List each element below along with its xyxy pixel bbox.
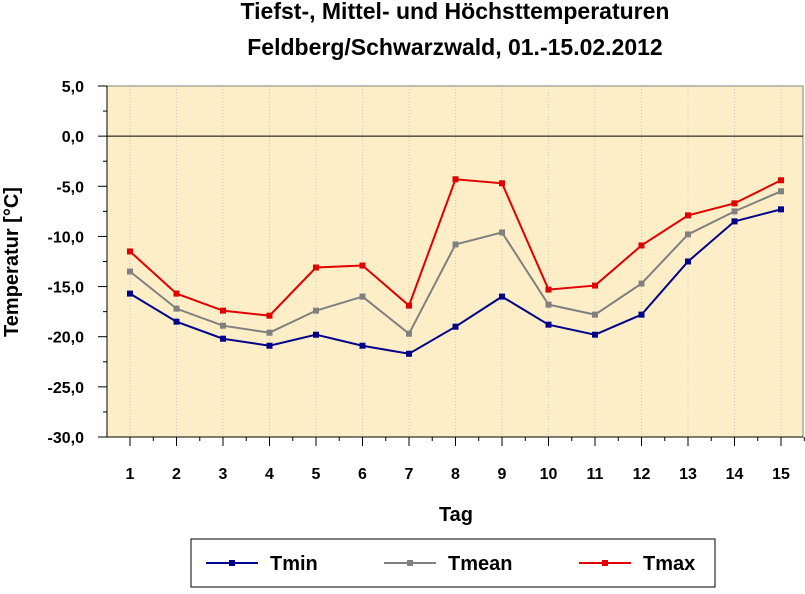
data-point-tmin (220, 335, 226, 342)
x-tick-label: 1 (126, 466, 135, 483)
data-point-tmean (359, 293, 366, 300)
data-point-tmax (359, 262, 366, 269)
data-point-tmean (638, 280, 645, 287)
data-point-tmax (499, 180, 505, 187)
axes: 5,00,0-5,0-10,0-15,0-20,0-25,0-30,01 2 3 4 5… (48, 79, 805, 483)
legend-label-tmean: Tmean (448, 553, 512, 575)
x-tick-label: 13 (679, 466, 697, 483)
x-tick-label: 4 (265, 466, 274, 483)
data-point-tmin (499, 293, 505, 300)
x-tick-label: 12 (633, 466, 651, 483)
legend-marker-tmean (407, 560, 413, 566)
x-tick-label: 10 (540, 466, 558, 483)
data-point-tmin (266, 342, 273, 349)
x-tick-label: 14 (726, 466, 744, 483)
data-point-tmin (173, 318, 180, 325)
x-tick-label: 5 (312, 466, 321, 483)
data-point-tmean (592, 311, 598, 318)
data-point-tmin (731, 218, 738, 225)
data-point-tmin (406, 350, 412, 357)
data-point-tmax (127, 248, 133, 255)
data-point-tmin (545, 321, 552, 328)
data-point-tmean (685, 231, 691, 238)
legend: Tmin Tmean Tmax (190, 538, 716, 588)
data-point-tmean (778, 188, 784, 195)
y-tick-label: -10,0 (48, 229, 85, 246)
legend-marker-tmax (602, 560, 608, 566)
data-point-tmean (173, 305, 180, 312)
y-tick-label: -25,0 (48, 380, 85, 397)
legend-label-tmin: Tmin (270, 553, 318, 575)
plot-area (107, 86, 803, 437)
y-tick-label: -20,0 (48, 330, 85, 347)
x-tick-label: 8 (451, 466, 460, 483)
data-point-tmean (499, 229, 505, 236)
data-point-tmax (266, 312, 273, 319)
data-point-tmax (406, 302, 412, 309)
x-tick-label: 2 (172, 466, 181, 483)
data-point-tmax (685, 212, 691, 219)
data-point-tmax (731, 200, 738, 207)
data-point-tmax (592, 282, 598, 289)
data-point-tmin (452, 323, 459, 330)
data-point-tmax (452, 176, 459, 183)
data-point-tmin (592, 331, 598, 338)
y-axis-label: Temperatur [°C] (1, 187, 23, 337)
data-point-tmean (406, 330, 412, 337)
data-point-tmin (638, 311, 645, 318)
y-tick-label: 0,0 (62, 129, 84, 146)
data-point-tmax (220, 307, 226, 314)
data-point-tmean (313, 307, 319, 314)
series-layer (127, 176, 784, 357)
data-point-tmin (359, 342, 366, 349)
legend-marker-tmin (229, 560, 235, 566)
x-tick-label: 7 (405, 466, 414, 483)
data-point-tmean (545, 301, 552, 308)
data-point-tmax (545, 286, 552, 293)
data-point-tmin (313, 331, 319, 338)
x-tick-label: 6 (358, 466, 367, 483)
data-point-tmax (313, 264, 319, 271)
data-point-tmax (778, 177, 784, 184)
x-tick-label: 15 (772, 466, 790, 483)
y-tick-label: 5,0 (62, 79, 84, 96)
chart-title: Tiefst-, Mittel- und Höchsttemperaturen (241, 0, 670, 24)
legend-label-tmax: Tmax (643, 553, 695, 575)
data-point-tmean (731, 208, 738, 215)
x-axis-label: Tag (439, 504, 473, 526)
x-tick-label: 9 (498, 466, 507, 483)
y-tick-label: -5,0 (56, 179, 84, 196)
y-tick-label: -30,0 (48, 430, 85, 447)
x-tick-label: 11 (587, 466, 604, 483)
y-tick-label: -15,0 (48, 280, 85, 297)
x-tick-label: 3 (219, 466, 228, 483)
chart-subtitle: Feldberg/Schwarzwald, 01.-15.02.2012 (247, 34, 662, 60)
data-point-tmin (778, 206, 784, 213)
data-point-tmax (638, 242, 645, 249)
data-point-tmean (452, 241, 459, 248)
data-point-tmean (127, 268, 133, 275)
data-point-tmean (220, 322, 226, 329)
data-point-tmin (685, 258, 691, 265)
data-point-tmin (127, 290, 133, 297)
data-point-tmean (266, 329, 273, 336)
data-point-tmax (173, 290, 180, 297)
